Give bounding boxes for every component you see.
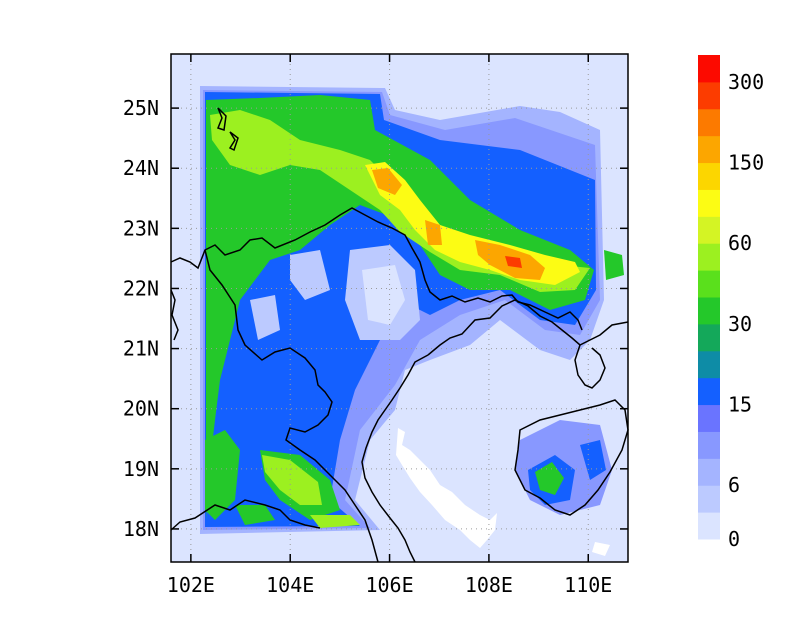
field-patch-hainan-green [535,462,564,495]
field-region-red [505,256,522,268]
y-tick-label: 19N [123,457,159,481]
x-tick-label: 106E [365,573,413,597]
colorbar-swatch [698,485,720,513]
china-coastline [427,299,629,356]
colorbar-swatch [698,297,720,325]
colorbar-label: 6 [728,473,740,497]
colorbar-swatch [698,243,720,271]
precip-field [200,86,624,556]
colorbar-swatch [698,55,720,83]
colorbar-label: 60 [728,231,752,255]
y-tick-label: 25N [123,96,159,120]
colorbar-swatch [698,458,720,486]
laos-thailand-border [170,289,321,531]
x-tick-label: 110E [564,573,612,597]
x-tick-label: 108E [465,573,513,597]
colorbar-swatch [698,216,720,244]
colorbar-label: 150 [728,151,764,175]
colorbar: 0 6 15 30 60 150 300 [698,55,764,551]
colorbar-swatch [698,350,720,379]
y-tick-label: 20N [123,397,159,421]
colorbar-label: 0 [728,527,740,551]
colorbar-swatch [698,270,720,298]
colorbar-swatch [698,135,720,164]
axis-ticks: 102E 104E 106E 108E 110E 25N 24N 23N 22N 21N 20N 19… [123,54,628,597]
colorbar-label: 15 [728,393,752,417]
colorbar-swatch [698,512,720,540]
field-region-orange [372,168,545,280]
y-tick-label: 18N [123,517,159,541]
y-tick-label: 21N [123,337,159,361]
colorbar-swatch [698,404,720,432]
field-patch-east-green [604,250,624,280]
colorbar-swatch [698,81,720,110]
colorbar-swatch [698,377,720,406]
gridlines [171,54,628,562]
colorbar-swatch [698,431,720,459]
field-patch-south-lime [262,455,360,528]
boundaries [170,107,629,563]
y-tick-label: 23N [123,216,159,240]
colorbar-swatch [698,108,720,137]
field-region-green [206,95,594,520]
x-tick-label: 104E [266,573,314,597]
field-white-areas [396,428,610,556]
field-patch-central-lighter [362,265,405,325]
vietnam-coastline [361,354,429,563]
x-tick-label: 102E [167,573,215,597]
y-tick-label: 22N [123,276,159,300]
colorbar-swatch [698,162,720,190]
hainan-island [514,399,629,516]
colorbar-swatch [698,323,720,352]
y-tick-label: 24N [123,156,159,180]
north-islands [217,107,239,152]
colorbar-label: 300 [728,70,764,94]
colorbar-swatch [698,189,720,217]
laos-vietnam-border [204,249,379,563]
map-plot-area [170,53,629,563]
colorbar-label: 30 [728,312,752,336]
leizhou-peninsula [574,344,606,389]
map-frame [170,53,629,563]
